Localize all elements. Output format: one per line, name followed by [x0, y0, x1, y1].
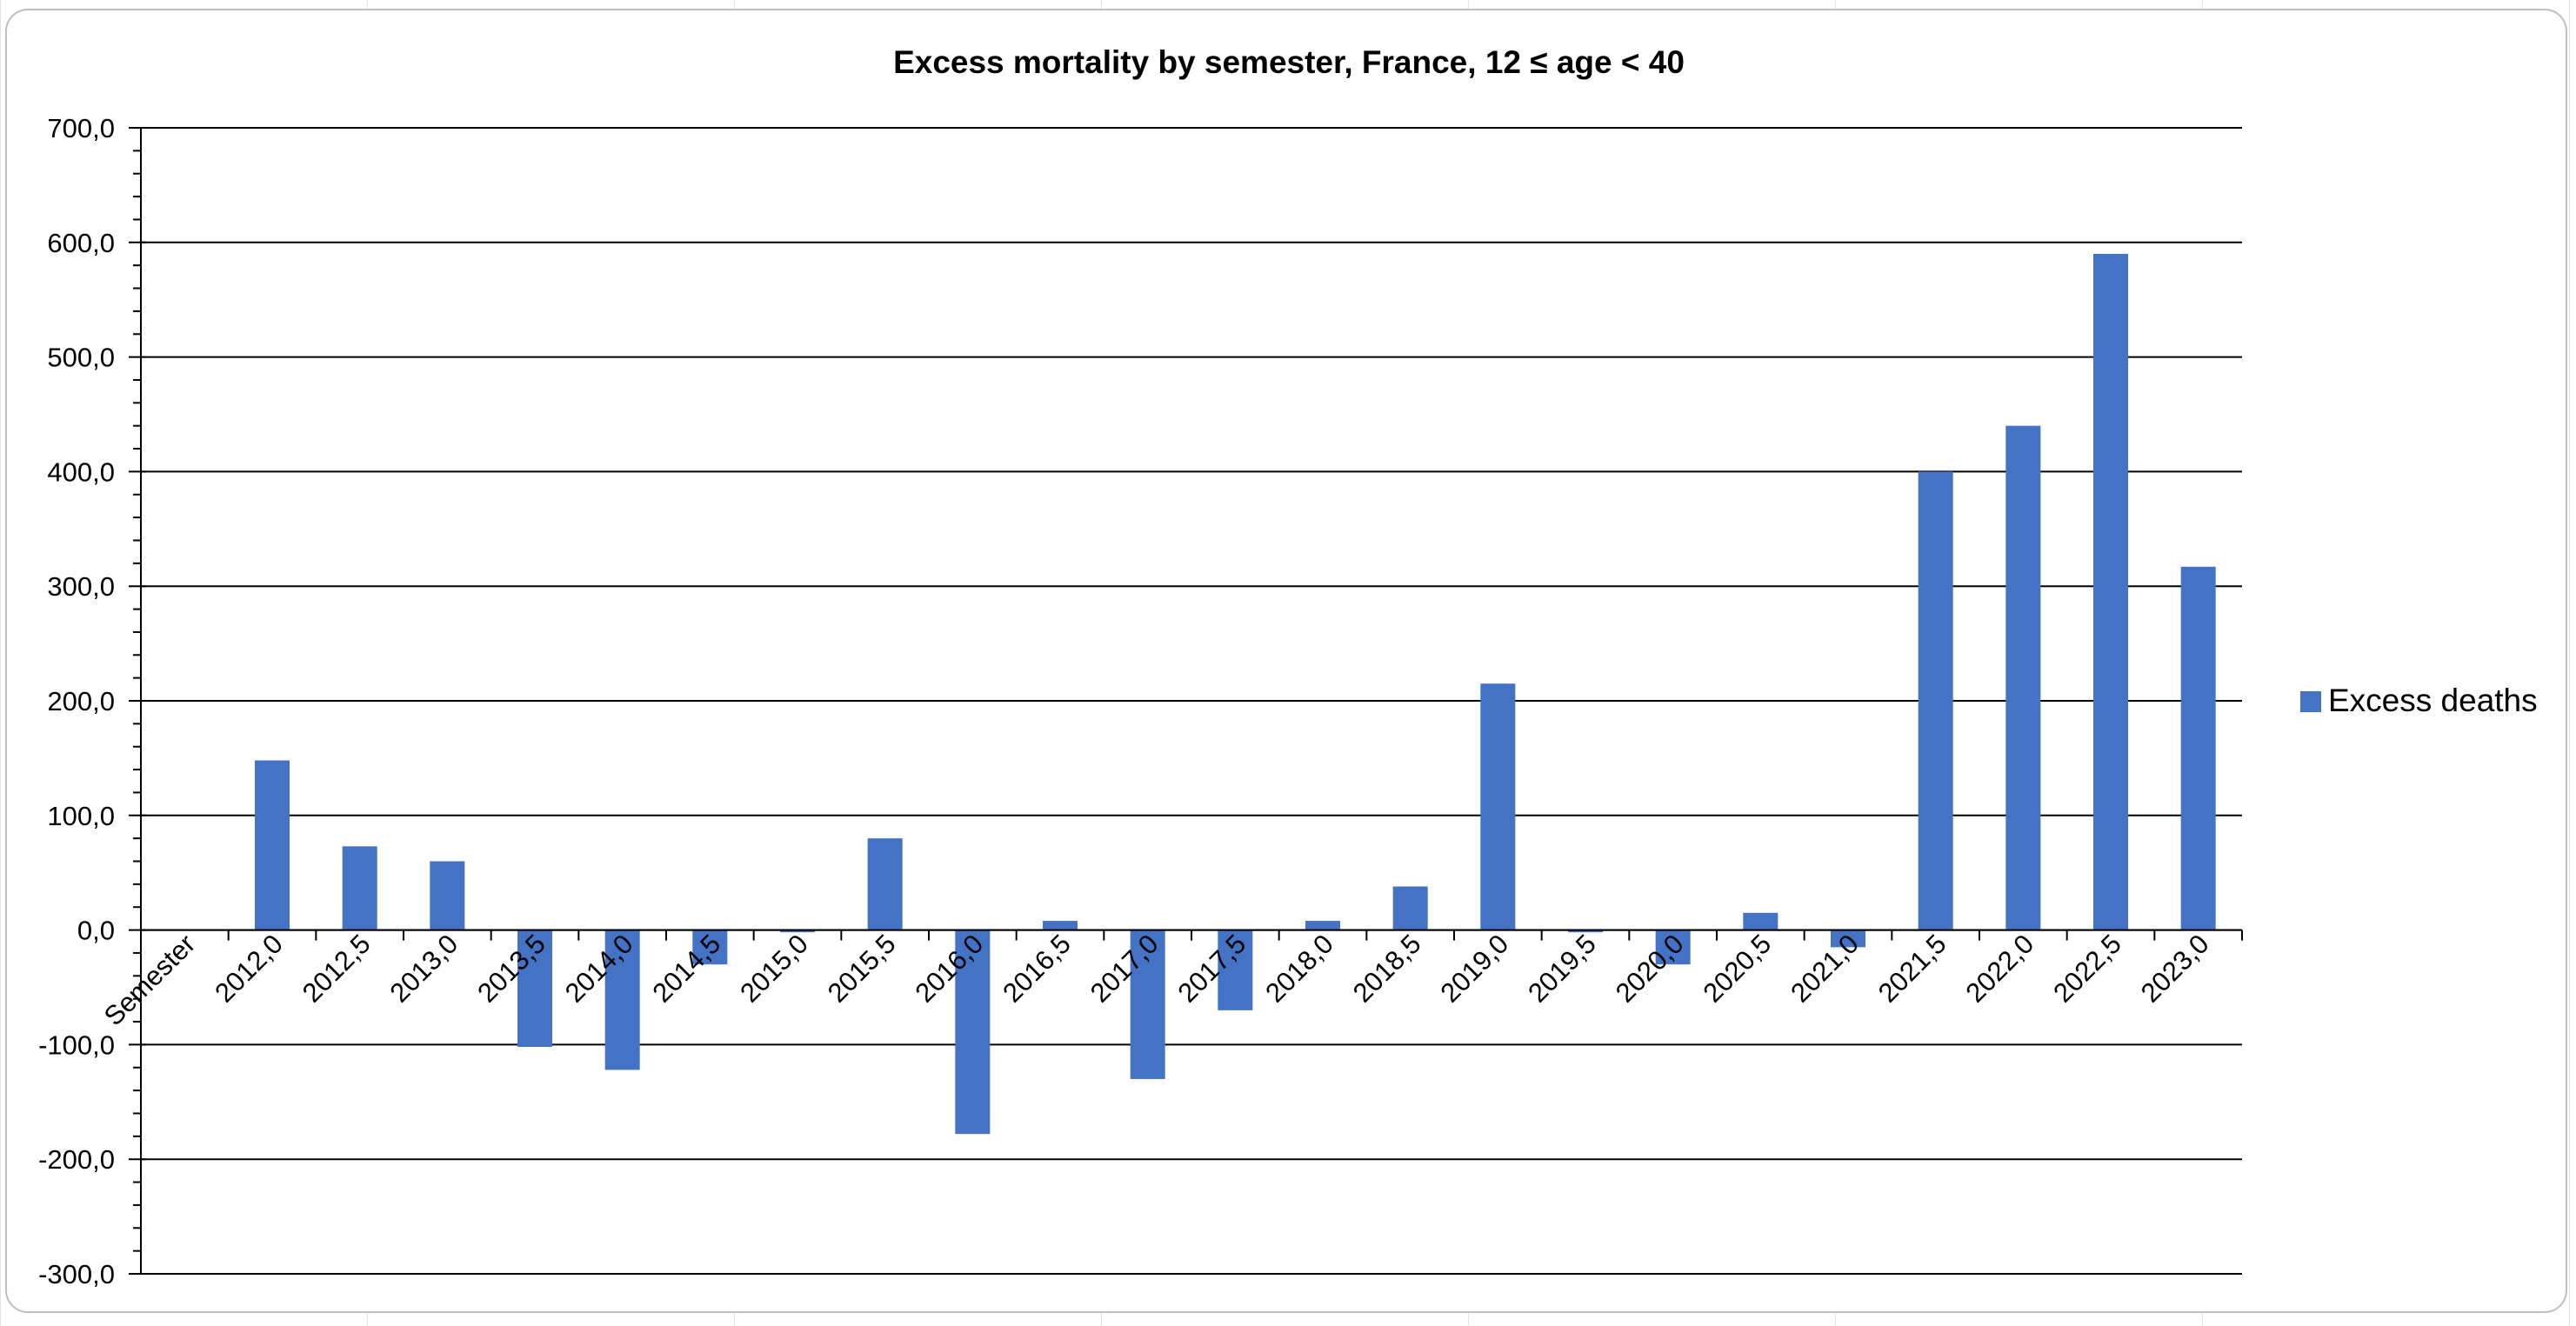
bar: [2093, 253, 2128, 930]
x-tick-label: 2015,5: [822, 929, 902, 1009]
x-tick-label: 2020,5: [1697, 929, 1777, 1009]
bar: [604, 930, 640, 1070]
bar: [1918, 471, 1953, 930]
x-tick-label: 2021,0: [1785, 929, 1865, 1009]
legend-swatch: [2300, 691, 2321, 712]
bar: [430, 861, 465, 930]
y-tick-label: 600,0: [47, 228, 115, 258]
x-tick-label: 2016,5: [997, 929, 1077, 1009]
y-tick-label: 0,0: [77, 916, 115, 946]
y-tick-label: 500,0: [47, 343, 115, 373]
y-tick-label: 700,0: [47, 113, 115, 143]
bar: [342, 846, 377, 930]
bar: [867, 838, 903, 930]
y-tick-label: -100,0: [38, 1029, 115, 1060]
bar: [1305, 921, 1340, 930]
y-tick-label: 300,0: [47, 571, 115, 602]
y-tick-label: 200,0: [47, 686, 115, 716]
y-tick-label: 400,0: [47, 456, 115, 487]
bar: [1480, 683, 1516, 930]
bar: [1392, 886, 1428, 930]
bar: [692, 930, 728, 965]
y-axis-tick-labels: 700,0 600,0 500,0 400,0 300,0 200,0 100,0 0,0 -1…: [38, 113, 115, 1289]
axes: [129, 127, 2243, 1275]
bar: [1218, 930, 1253, 1010]
legend-label: Excess deaths: [2328, 683, 2538, 718]
x-tick-label: 2012,0: [209, 929, 289, 1009]
bars: [255, 253, 2216, 1135]
chart-area[interactable]: [5, 9, 2567, 1313]
bar: [1568, 930, 1603, 933]
x-tick-label: 2018,5: [1347, 929, 1427, 1009]
x-tick-label: 2012,5: [297, 929, 377, 1009]
x-tick-label: 2023,0: [2135, 929, 2215, 1009]
x-tick-label: 2013,0: [384, 929, 464, 1009]
y-tick-label: 100,0: [47, 801, 115, 831]
x-tick-label: 2018,0: [1259, 929, 1339, 1009]
x-tick-label: 2015,0: [734, 929, 814, 1009]
legend: Excess deaths: [2300, 683, 2538, 718]
bar: [2180, 566, 2216, 930]
bar: [2005, 425, 2041, 930]
bar: [1743, 912, 1779, 930]
bar: [517, 930, 552, 1048]
bar: [780, 930, 815, 933]
bar: [1043, 921, 1078, 930]
bar: [1831, 930, 1865, 948]
x-tick-label: 2020,0: [1610, 929, 1690, 1009]
y-tick-label: -200,0: [38, 1144, 115, 1175]
chart-title: Excess mortality by semester, France, 12…: [893, 44, 1685, 80]
bar: [1655, 930, 1691, 965]
x-tick-label: 2022,0: [1959, 929, 2039, 1009]
x-tick-label: 2021,5: [1872, 929, 1952, 1009]
y-tick-label: -300,0: [38, 1259, 115, 1289]
x-tick-label: 2022,5: [2047, 929, 2127, 1009]
x-tick-label: 2019,5: [1522, 929, 1602, 1009]
x-tick-label: 2014,5: [646, 929, 726, 1009]
bar: [955, 930, 991, 1135]
x-tick-label: 2019,0: [1434, 929, 1514, 1009]
bar: [255, 760, 290, 930]
gridlines: [141, 127, 2242, 1275]
bar: [1130, 930, 1165, 1079]
